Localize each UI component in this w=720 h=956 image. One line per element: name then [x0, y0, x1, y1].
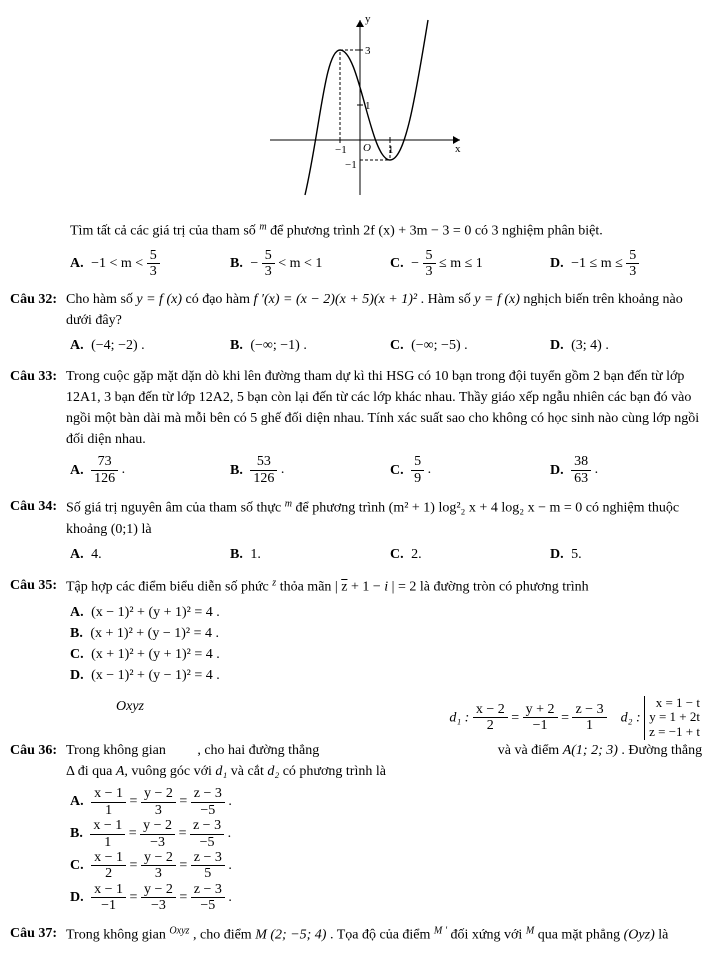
intro-param: m: [259, 221, 266, 232]
intro-t2: để phương trình: [270, 224, 363, 239]
q32-options: A. (−4; −2) . B. (−∞; −1) . C. (−∞; −5) …: [70, 335, 710, 356]
q33-text: Trong cuộc gặp mặt dặn dò khi lên đường …: [66, 366, 710, 450]
intro-t3: có 3 nghiệm phân biệt.: [475, 224, 603, 239]
q36-formulas: Oxyz d₁ : x − 22 = y + 2−1 = z − 31 d₂ :…: [70, 696, 710, 741]
q34-C: C. 2.: [390, 544, 550, 565]
q35-text: Tập hợp các điểm biểu diễn số phức z thỏ…: [66, 575, 710, 598]
q32-label: Câu 32:: [10, 289, 66, 310]
q32-C: C. (−∞; −5) .: [390, 335, 550, 356]
q35-A: A. (x − 1)² + (y + 1)² = 4 .: [70, 602, 396, 623]
q32-A: A. (−4; −2) .: [70, 335, 230, 356]
intro-eq: 2f (x) + 3m − 3 = 0: [363, 224, 471, 239]
q36-options: A. x − 11 = y − 23 = z − 3−5 . B. x − 11…: [70, 786, 710, 913]
q36-text: Trong không gian , cho hai đường thẳng v…: [66, 740, 710, 782]
intro-t1: Tìm tất cả các giá trị của tham số: [70, 224, 259, 239]
svg-text:−1: −1: [345, 159, 357, 171]
q35-options: A. (x − 1)² + (y + 1)² = 4 . B. (x + 1)²…: [70, 602, 710, 686]
q34-A: A. 4.: [70, 544, 230, 565]
svg-text:−1: −1: [335, 144, 347, 156]
intro-options: A. −1 < m < 53 B. − 53 < m < 1 C. − 53 ≤…: [70, 248, 710, 280]
q35-label: Câu 35:: [10, 575, 66, 596]
q33-label: Câu 33:: [10, 366, 66, 387]
q34-D: D. 5.: [550, 544, 710, 565]
q33-B: B. 53126 .: [230, 454, 390, 486]
q36-A: A. x − 11 = y − 23 = z − 3−5 .: [70, 786, 396, 818]
q34-text: Số giá trị nguyên âm của tham số thực m …: [66, 496, 710, 540]
svg-text:3: 3: [365, 45, 371, 57]
function-graph: y x O −1 1 1 3 −1: [10, 10, 710, 207]
q33-options: A. 73126 . B. 53126 . C. 59 . D. 3863 .: [70, 454, 710, 486]
q32-D: D. (3; 4) .: [550, 335, 710, 356]
q33-D: D. 3863 .: [550, 454, 710, 486]
opt-D: D. −1 ≤ m ≤ 53: [550, 248, 710, 280]
svg-text:O: O: [363, 142, 371, 154]
q32-text: Cho hàm số y = f (x) có đạo hàm f ′(x) =…: [66, 289, 710, 331]
q32-B: B. (−∞; −1) .: [230, 335, 390, 356]
q36-B: B. x − 11 = y − 2−3 = z − 3−5 .: [70, 818, 396, 850]
q36-label: Câu 36:: [10, 740, 66, 761]
q34: Câu 34: Số giá trị nguyên âm của tham số…: [10, 496, 710, 540]
q35-B: B. (x + 1)² + (y − 1)² = 4 .: [70, 623, 396, 644]
q35: Câu 35: Tập hợp các điểm biểu diễn số ph…: [10, 575, 710, 598]
q37-text: Trong không gian Oxyz , cho điểm M (2; −…: [66, 923, 710, 946]
q35-C: C. (x + 1)² + (y + 1)² = 4 .: [70, 644, 396, 665]
q36-C: C. x − 12 = y − 23 = z − 35 .: [70, 850, 396, 882]
q37-label: Câu 37:: [10, 923, 66, 944]
q33-C: C. 59 .: [390, 454, 550, 486]
q33-A: A. 73126 .: [70, 454, 230, 486]
opt-B: B. − 53 < m < 1: [230, 248, 390, 280]
q34-label: Câu 34:: [10, 496, 66, 517]
q36: Câu 36: Trong không gian , cho hai đường…: [10, 740, 710, 782]
q34-options: A. 4. B. 1. C. 2. D. 5.: [70, 544, 710, 565]
q33: Câu 33: Trong cuộc gặp mặt dặn dò khi lê…: [10, 366, 710, 450]
q32: Câu 32: Cho hàm số y = f (x) có đạo hàm …: [10, 289, 710, 331]
svg-text:x: x: [455, 143, 461, 155]
q37: Câu 37: Trong không gian Oxyz , cho điểm…: [10, 923, 710, 946]
q34-B: B. 1.: [230, 544, 390, 565]
opt-C: C. − 53 ≤ m ≤ 1: [390, 248, 550, 280]
svg-text:y: y: [365, 13, 371, 25]
q36-D: D. x − 1−1 = y − 2−3 = z − 3−5 .: [70, 882, 396, 914]
q35-D: D. (x − 1)² + (y − 1)² = 4 .: [70, 665, 396, 686]
svg-text:1: 1: [388, 144, 394, 156]
intro-question: Tìm tất cả các giá trị của tham số m để …: [70, 219, 710, 242]
opt-A: A. −1 < m < 53: [70, 248, 230, 280]
